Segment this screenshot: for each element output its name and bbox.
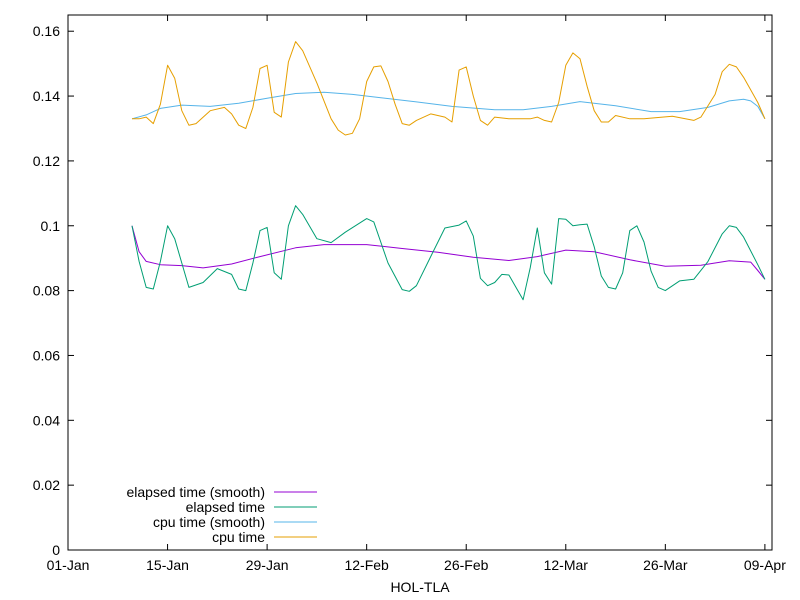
y-tick-label: 0.1 <box>41 218 61 234</box>
x-tick-label: 01-Jan <box>47 557 90 573</box>
y-tick-label: 0.02 <box>33 477 60 493</box>
x-tick-label: 26-Feb <box>444 557 489 573</box>
y-tick-label: 0.14 <box>33 88 60 104</box>
x-tick-label: 09-Apr <box>744 557 786 573</box>
x-tick-label: 29-Jan <box>246 557 289 573</box>
legend-label: elapsed time (smooth) <box>126 484 265 500</box>
x-axis: 01-Jan 15-Jan 29-Jan 12-Feb 26-Feb 12-Mar 26-M… <box>47 15 786 573</box>
legend-label: elapsed time <box>186 499 266 515</box>
y-tick-label: 0.06 <box>33 347 60 363</box>
x-axis-title: HOL-TLA <box>390 579 450 595</box>
legend-label: cpu time (smooth) <box>153 514 265 530</box>
series-layer <box>131 41 766 301</box>
plot-frame <box>67 14 773 551</box>
series-line-elapsed-time-smooth- <box>131 225 766 280</box>
y-tick-label: 0.16 <box>33 23 60 39</box>
series-line-cpu-time <box>132 41 766 136</box>
x-tick-label: 12-Feb <box>344 557 389 573</box>
y-tick-label: 0.08 <box>33 283 60 299</box>
series-line-cpu-time-smooth- <box>131 91 766 120</box>
x-tick-label: 26-Mar <box>643 557 688 573</box>
y-axis: 0 0.02 0.04 0.06 0.08 0.1 0.12 0.14 0.16 <box>33 23 772 558</box>
series-line-elapsed-time <box>131 205 766 301</box>
x-tick-label: 15-Jan <box>146 557 189 573</box>
y-tick-label: 0.12 <box>33 153 60 169</box>
x-tick-label: 12-Mar <box>544 557 589 573</box>
y-tick-label: 0 <box>52 542 60 558</box>
y-tick-label: 0.04 <box>33 412 60 428</box>
legend-label: cpu time <box>212 529 265 545</box>
